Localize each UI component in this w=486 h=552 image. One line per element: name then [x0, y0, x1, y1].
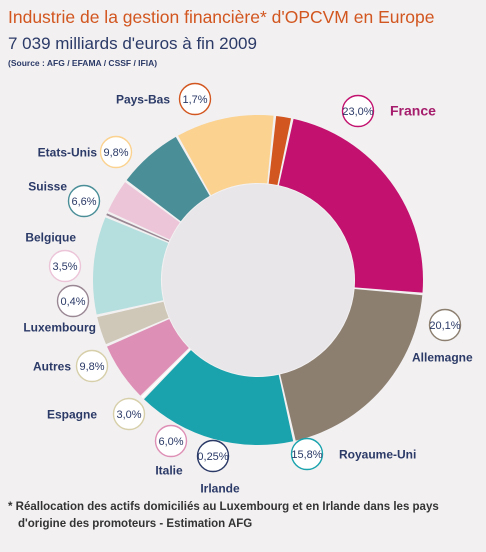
slice-autres — [92, 217, 169, 315]
value-label-suisse: 6,6% — [71, 196, 96, 208]
value-circle-autres — [75, 349, 109, 383]
value-label-luxembourg: 0,4% — [60, 296, 85, 308]
value-circle-italie — [154, 424, 188, 458]
slice-pays-bas — [268, 116, 292, 185]
value-circle-irlande — [196, 439, 230, 473]
slice-etats-unis — [178, 115, 274, 196]
category-label-france: France — [390, 103, 436, 119]
value-label-pays-bas: 1,7% — [182, 94, 207, 106]
category-label-luxembourg: Luxembourg — [23, 321, 96, 335]
category-label-royaume-uni: Royaume-Uni — [339, 448, 416, 462]
value-label-espagne: 3,0% — [116, 409, 141, 421]
value-circle-belgique — [48, 249, 82, 283]
chart-source: (Source : AFG / EFAMA / CSSF / IFIA) — [8, 58, 158, 68]
category-label-etats-unis: Etats-Unis — [38, 146, 98, 160]
value-circle-royaume-uni — [290, 437, 324, 471]
value-circle-allemagne — [428, 308, 462, 342]
donut-hole — [162, 184, 354, 376]
footnote-line-2: d'origine des promoteurs - Estimation AF… — [18, 518, 253, 530]
slice-espagne — [97, 301, 169, 345]
value-circle-espagne — [112, 397, 146, 431]
slice-suisse — [126, 136, 210, 222]
value-label-etats-unis: 9,8% — [103, 147, 128, 159]
value-label-france: 23,0% — [342, 106, 373, 118]
footnote-line-1: * Réallocation des actifs domiciliés au … — [8, 501, 439, 513]
category-label-suisse: Suisse — [28, 180, 67, 194]
chart-subtitle: 7 039 milliards d'euros à fin 2009 — [8, 34, 257, 53]
slice-royaume-uni — [144, 350, 294, 445]
slice-italie — [107, 319, 189, 396]
value-circle-pays-bas — [178, 82, 212, 116]
footnote: * Réallocation des actifs domiciliés au … — [8, 499, 439, 533]
value-circle-luxembourg — [56, 284, 90, 318]
slice-irlande — [141, 348, 191, 399]
category-label-pays-bas: Pays-Bas — [116, 93, 170, 107]
value-label-italie: 6,0% — [158, 436, 183, 448]
value-label-belgique: 3,5% — [52, 261, 77, 273]
slice-allemagne — [280, 288, 423, 441]
slice-france — [278, 118, 423, 293]
value-circle-etats-unis — [99, 135, 133, 169]
chart-title: Industrie de la gestion financière* d'OP… — [8, 7, 435, 27]
value-label-allemagne: 20,1% — [429, 320, 460, 332]
value-circle-suisse — [67, 184, 101, 218]
category-label-autres: Autres — [33, 360, 71, 374]
value-label-autres: 9,8% — [79, 361, 104, 373]
value-label-royaume-uni: 15,8% — [291, 449, 322, 461]
category-label-italie: Italie — [155, 464, 183, 478]
value-label-irlande: 0,25% — [197, 451, 228, 463]
category-label-belgique: Belgique — [25, 231, 76, 245]
value-circle-france — [341, 94, 375, 128]
category-label-allemagne: Allemagne — [412, 351, 473, 365]
slice-belgique — [108, 182, 180, 240]
slice-luxembourg — [106, 213, 170, 242]
category-label-espagne: Espagne — [47, 408, 97, 422]
category-label-irlande: Irlande — [200, 482, 240, 496]
